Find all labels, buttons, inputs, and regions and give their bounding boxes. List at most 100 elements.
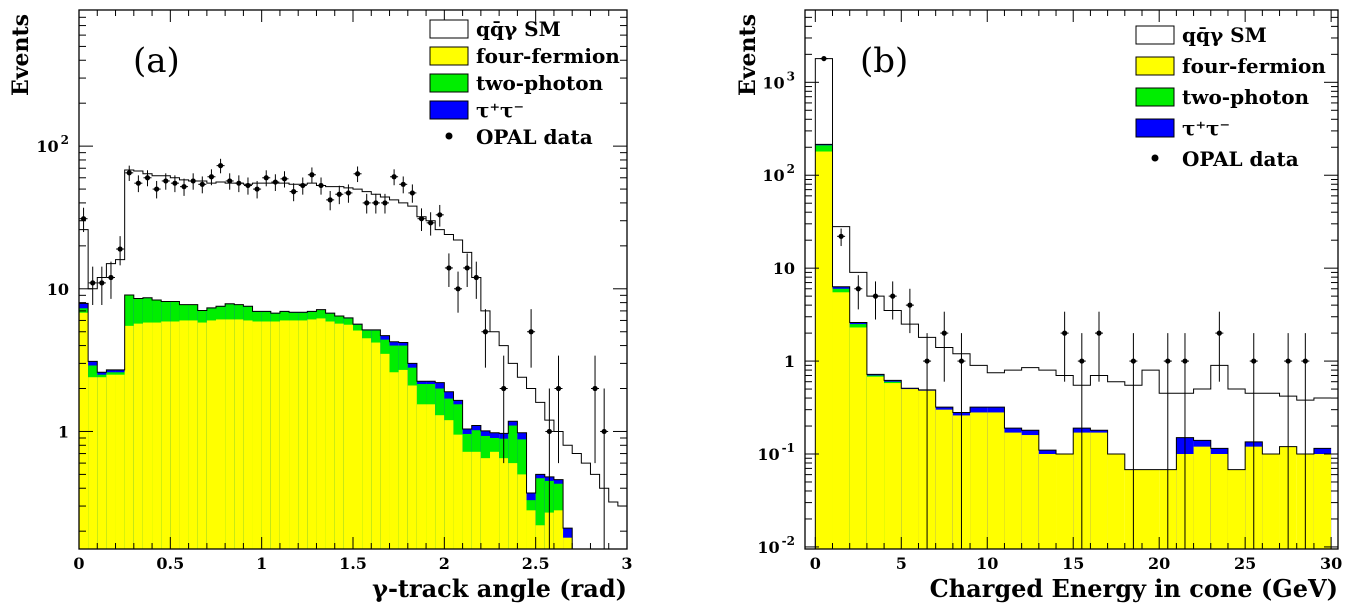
data-point [555,385,562,392]
data-point [418,216,425,222]
data-point [437,212,443,218]
data-point [99,280,105,286]
data-point [601,428,607,435]
legend-label: OPAL data [1182,147,1299,171]
data-point [400,181,406,187]
data-point [236,180,242,186]
four-fermion-bar [79,312,89,549]
y-tick-label: 10 2 [762,162,795,185]
four-fermion-bar [444,420,454,549]
four-fermion-bar [553,510,564,549]
legend-label: qq̄γ SM [1182,23,1267,47]
data-point [281,176,288,182]
y-tick-label: 10 -2 [757,534,795,557]
data-point [872,293,879,299]
data-point [409,190,415,196]
data-point [428,220,434,226]
data-point [501,385,507,392]
data-point [199,181,205,187]
data-point [1285,358,1291,364]
four-fermion-bar [97,377,107,549]
four-fermion-bar [261,321,271,549]
four-fermion-bar [279,320,290,549]
panel-label: (a) [133,41,180,81]
four-fermion-bar [426,404,436,549]
data-point [1216,330,1222,336]
four-fermion-bar [471,451,481,549]
four-fermion-bar [389,372,399,549]
data-point [154,186,160,192]
four-fermion-bar [563,537,573,549]
data-point [126,170,132,176]
four-fermion-bar [115,374,125,549]
four-fermion-bar [188,320,198,549]
data-point [364,200,370,206]
four-fermion-bar [353,330,363,549]
four-fermion-bar [935,409,953,549]
data-point [181,184,187,190]
four-fermion-bar [535,525,545,549]
four-fermion-bar [325,321,335,549]
four-fermion-bar [1038,454,1057,549]
plot-frame [804,9,1339,550]
data-point [592,385,598,392]
data-point [1079,358,1085,364]
data-point [300,182,306,189]
data-point [1251,358,1257,364]
data-point [391,174,397,180]
data-point [318,182,324,189]
data-point [382,200,388,206]
data-point [172,180,178,186]
data-point [907,302,913,308]
legend-label: two-photon [476,71,604,95]
data-point [855,286,861,292]
four-fermion-bar [124,325,134,549]
four-fermion-bar [1262,454,1280,549]
legend-label: two-photon [1182,85,1310,109]
four-fermion-bar [307,319,317,549]
four-fermion-bar [1107,454,1125,549]
x-tick-label: 2 [439,554,450,573]
data-point [1062,330,1068,336]
four-fermion-bar [508,463,518,549]
four-fermion-bar [480,458,490,549]
four-fermion-bar [517,474,527,549]
chart-a-svg: 0 0.5 1 1.5 2 2.5 3 1 10 10 2 Events γ-track angle (… [8,9,633,603]
data-point [821,55,827,62]
four-fermion-bar [380,353,390,549]
four-fermion-bar [362,338,372,549]
sm-line [814,58,1332,549]
four-fermion-bar [225,319,235,549]
data-point [144,175,151,181]
data-point [446,265,452,271]
four-fermion-bar [289,320,299,549]
four-fermion-bar [1193,446,1211,549]
four-fermion-bar [1090,432,1108,549]
legend-swatch [1135,87,1175,107]
data-point [135,180,141,186]
four-fermion-bar [435,415,445,549]
four-fermion-bar [270,321,280,549]
four-fermion-bar [901,389,919,549]
four-fermion-bar [1056,454,1074,549]
data-point [1130,358,1136,364]
four-fermion-bar [234,319,244,549]
y-tick-label: 1 [784,352,795,371]
four-fermion-bar [970,412,988,549]
data-point [464,265,470,271]
y-tick-label: 10 [773,259,795,278]
four-fermion-bar [832,292,850,549]
legend-label: τ⁺τ⁻ [476,98,524,122]
data-point [208,174,215,180]
four-fermion-bar [298,320,308,549]
sm-line [79,169,627,549]
chart-panel-a: 0 0.5 1 1.5 2 2.5 3 1 10 10 2 Events γ-track angle (… [0,0,683,605]
data-point [941,330,947,336]
x-tick-label: 30 [1320,554,1342,573]
x-tick-label: 3 [621,554,632,573]
legend-swatch [1135,118,1175,138]
four-fermion-bar [88,377,98,549]
four-fermion-bar [179,320,189,549]
data-point [90,280,96,286]
